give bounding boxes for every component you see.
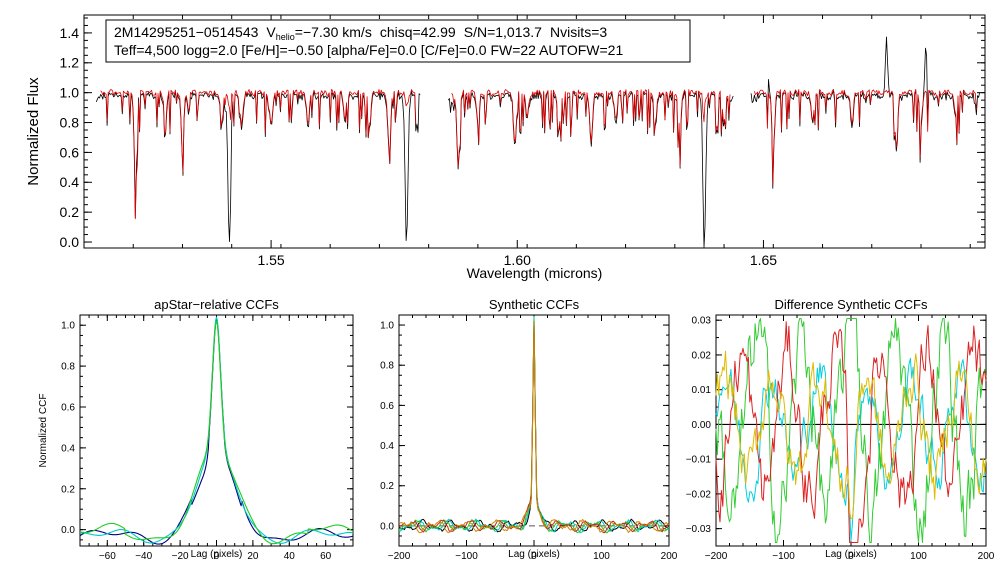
y-tick-label: 1.0: [380, 321, 394, 332]
info-line-1: 2M14295251−0514543 Vhelio=−7.30 km/s chisq…: [114, 24, 607, 42]
synthetic-ccf-visit-4: [398, 322, 670, 534]
x-tick-label: −200: [388, 551, 411, 562]
y-tick-label: 0.6: [61, 402, 75, 413]
y-tick-label: 0.8: [380, 361, 394, 372]
info-box: 2M14295251−0514543 Vhelio=−7.30 km/s chisq…: [105, 19, 691, 63]
y-tick-label: 0.4: [380, 441, 394, 452]
y-tick-label: 0.8: [60, 114, 80, 130]
model-spectrum-chip-3: [754, 89, 977, 185]
chart-title: apStar−relative CCFs: [154, 297, 279, 312]
x-tick-label: 40: [284, 551, 296, 562]
info-line-2: Teff=4,500 logg=2.0 [Fe/H]=−0.50 [alpha/…: [114, 42, 623, 58]
y-tick-label: −0.03: [686, 524, 712, 535]
x-tick-label: −200: [705, 551, 728, 562]
y-axis-label: Normalized CCF: [38, 394, 49, 468]
y-tick-label: 0.0: [61, 525, 75, 536]
y-tick-label: 0.0: [380, 521, 394, 532]
plot-frame: [83, 14, 986, 249]
x-tick-label: −20: [172, 551, 189, 562]
y-tick-label: 0.6: [60, 144, 80, 160]
x-tick-label: 0: [848, 551, 854, 562]
difference-ccf-visit-1: [715, 357, 987, 542]
x-tick-label: 200: [978, 551, 995, 562]
x-tick-label: −100: [455, 551, 478, 562]
observed-spectrum-chip-2: [447, 90, 734, 248]
x-tick-label: 200: [661, 551, 678, 562]
y-axis-label: Normalized Flux: [25, 77, 42, 186]
x-axis-label: Lag (pixels): [191, 549, 243, 560]
x-tick-label: 1.55: [257, 252, 284, 268]
y-tick-label: 0.02: [692, 350, 712, 361]
synthetic-ccf-panel: −200 −100 0 100 200 0.0 0.2 0.4 0.6 0.8 1.0 Synthet…: [380, 297, 678, 562]
difference-synthetic-ccf-panel: −200 −100 0 100 200 −0.03 −0.02 −0.01 0.00 0.01 0.…: [686, 297, 995, 562]
x-axis-label: Lag (pixels): [508, 549, 560, 560]
y-tick-label: −0.02: [686, 489, 712, 500]
x-tick-label: 0: [214, 551, 220, 562]
x-tick-label: 100: [910, 551, 927, 562]
y-tick-label: 0.4: [61, 443, 75, 454]
y-tick-label: 0.8: [61, 362, 75, 373]
ccf-line-visit-2: [80, 316, 354, 544]
x-axis-label: Lag (pixels): [825, 549, 877, 560]
difference-ccf-visit-4: [715, 350, 987, 520]
x-tick-label: 100: [593, 551, 610, 562]
model-spectrum-chip-1: [100, 89, 417, 220]
observed-spectrum-chip-3: [750, 36, 981, 189]
vhelio-subscript: helio: [276, 32, 295, 42]
y-tick-label: 0.0: [60, 234, 80, 250]
synthetic-ccf-visit-1: [398, 316, 670, 534]
model-spectrum-chip-2: [451, 89, 731, 167]
vhelio-value: =−7.30 km/s: [295, 24, 372, 40]
y-tick-label: 1.4: [60, 25, 80, 41]
plot-frame: [79, 314, 354, 547]
ccf-line-visit-3: [79, 320, 354, 545]
x-tick-label: 1.60: [504, 252, 531, 268]
star-id: 2M14295251−0514543: [114, 24, 259, 40]
x-tick-label: −60: [99, 551, 116, 562]
y-tick-label: 1.0: [60, 85, 80, 101]
sn-value: S/N=1,013.7: [464, 24, 542, 40]
y-tick-label: 1.0: [61, 321, 75, 332]
chisq-value: chisq=42.99: [380, 24, 456, 40]
x-tick-label: −40: [135, 551, 152, 562]
chart-title: Synthetic CCFs: [489, 297, 580, 312]
chart-title: Difference Synthetic CCFs: [775, 297, 928, 312]
observed-spectrum-chip-1: [95, 90, 421, 243]
x-tick-label: 60: [320, 551, 332, 562]
y-tick-label: 0.2: [61, 484, 75, 495]
y-tick-label: 1.2: [60, 55, 80, 71]
synthetic-ccf-visit-3: [398, 321, 670, 534]
y-tick-label: 0.2: [60, 204, 80, 220]
ccf-line-visit-1: [79, 319, 354, 545]
spectrum-panel: 1.55 1.60 1.65 0.0 0.2 0.4 0.6 0.8 1.0 1.2 1.4 Wave…: [25, 14, 986, 281]
y-tick-label: 0.6: [380, 401, 394, 412]
y-tick-label: 0.2: [380, 481, 394, 492]
apstar-relative-ccf-panel: −60 −40 −20 0 20 40 60 0.0 0.2 0.4 0.6 0.8 1.0 apStar…: [38, 297, 354, 562]
y-tick-label: −0.01: [686, 455, 712, 466]
difference-ccf-visit-2: [715, 318, 987, 543]
vhelio-prefix: V: [266, 24, 276, 40]
x-axis-label: Wavelength (microns): [467, 265, 603, 281]
y-tick-label: 0.4: [60, 174, 80, 190]
x-tick-label: 1.65: [750, 252, 777, 268]
y-tick-label: 0.01: [692, 385, 712, 396]
info-box-frame: [105, 19, 691, 63]
y-tick-label: 0.00: [692, 420, 712, 431]
x-tick-label: 0: [531, 551, 537, 562]
x-tick-label: −100: [772, 551, 795, 562]
nvisits-value: Nvisits=3: [550, 24, 607, 40]
y-tick-label: 0.03: [692, 316, 712, 327]
x-tick-label: 20: [247, 551, 259, 562]
